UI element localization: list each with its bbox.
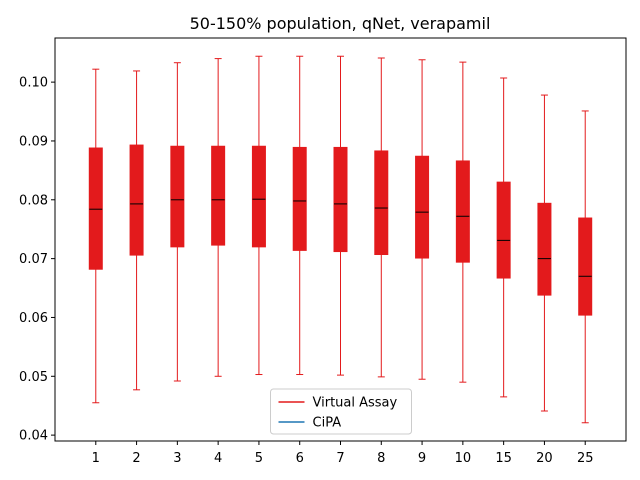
box-9: [415, 59, 430, 380]
box-iqr: [211, 145, 226, 246]
box-5: [251, 55, 266, 376]
box-20: [537, 94, 552, 412]
box-8: [374, 57, 389, 378]
y-tick-label: 0.04: [19, 429, 48, 444]
y-tick-label: 0.10: [19, 76, 48, 91]
box-4: [211, 58, 226, 377]
box-iqr: [496, 181, 511, 279]
box-iqr: [537, 202, 552, 296]
x-tick-label: 8: [377, 451, 385, 466]
box-iqr: [455, 160, 470, 263]
x-tick-label: 4: [214, 451, 222, 466]
box-iqr: [415, 155, 430, 259]
x-tick-label: 7: [336, 451, 344, 466]
legend-label: Virtual Assay: [313, 396, 398, 411]
box-6: [292, 55, 307, 376]
box-iqr: [374, 150, 389, 256]
box-10: [455, 61, 470, 383]
legend-label: CiPA: [313, 416, 342, 431]
box-15: [496, 77, 511, 398]
box-iqr: [170, 145, 185, 248]
legend-box: [270, 388, 412, 435]
y-tick-label: 0.07: [19, 252, 48, 267]
axes: 0.04 0.05 0.06 0.07 0.08 0.09 0.10 1 2 3 4 5 6 7 8 9 10 1…: [19, 37, 627, 466]
x-tick-label: 3: [173, 451, 181, 466]
box-iqr: [251, 145, 266, 248]
box-iqr: [578, 217, 593, 316]
x-tick-label: 5: [255, 451, 263, 466]
x-tick-label: 1: [92, 451, 100, 466]
x-tick-label: 20: [536, 451, 553, 466]
x-tick-label: 9: [418, 451, 426, 466]
x-tick-label: 6: [296, 451, 304, 466]
legend: Virtual Assay CiPA: [270, 388, 412, 435]
box-iqr: [333, 146, 348, 253]
x-tick-label: 25: [577, 451, 594, 466]
box-iqr: [292, 146, 307, 251]
x-tick-label: 10: [455, 451, 472, 466]
box-3: [170, 62, 185, 382]
y-tick-label: 0.08: [19, 193, 48, 208]
box-1: [88, 68, 103, 404]
chart-title: 50-150% population, qNet, verapamil: [190, 14, 491, 33]
box-2: [129, 70, 144, 391]
y-tick-label: 0.06: [19, 311, 48, 326]
y-tick-label: 0.09: [19, 134, 48, 149]
box-25: [578, 110, 593, 424]
box-iqr: [88, 147, 103, 270]
y-tick-label: 0.05: [19, 370, 48, 385]
x-tick-label: 15: [495, 451, 512, 466]
plot-area: [88, 55, 593, 424]
x-tick-label: 2: [132, 451, 140, 466]
box-iqr: [129, 144, 144, 256]
box-7: [333, 55, 348, 376]
